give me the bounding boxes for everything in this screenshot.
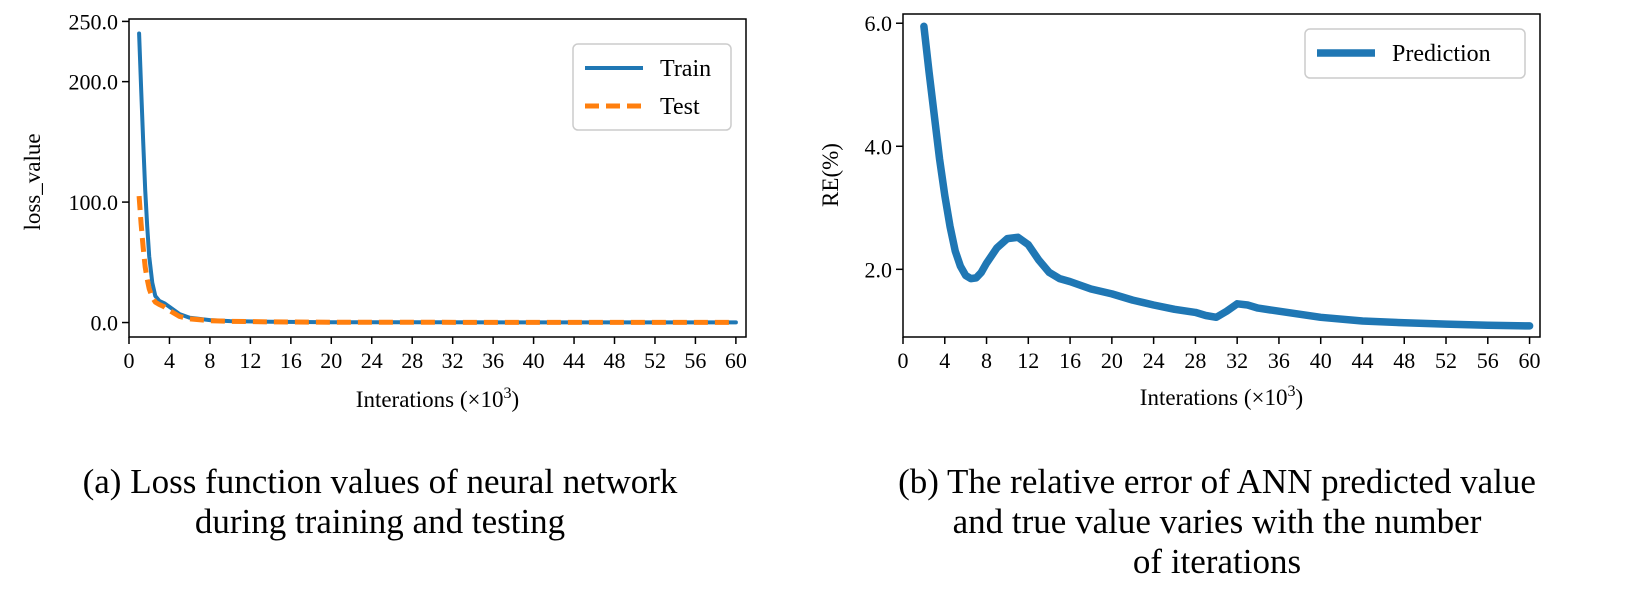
x-tick-label: 8: [204, 348, 215, 373]
x-tick-label: 28: [1184, 348, 1206, 373]
x-tick-label: 48: [1393, 348, 1415, 373]
x-axis-label-text: Interations (×10: [356, 387, 504, 412]
y-tick-label: 2.0: [865, 257, 893, 282]
x-tick-label: 28: [401, 348, 423, 373]
x-tick-label: 0: [898, 348, 909, 373]
x-tick-label: 16: [280, 348, 302, 373]
x-axis-label-text: Interations (×10: [1140, 385, 1288, 410]
x-tick-label: 36: [482, 348, 504, 373]
caption-a-line-1: Loss function values of neural network: [130, 462, 678, 501]
caption-a-line-2: during training and testing: [194, 502, 566, 541]
caption-b-line-1: The relative error of ANN predicted valu…: [947, 462, 1536, 501]
x-axis-label-close: ): [1296, 385, 1304, 410]
caption-b-line-3: of iterations: [1132, 542, 1302, 581]
x-tick-label: 44: [563, 348, 585, 373]
x-tick-label: 0: [124, 348, 135, 373]
y-axis-label: RE(%): [818, 143, 843, 207]
x-tick-label: 32: [442, 348, 464, 373]
x-axis-label-close: ): [512, 387, 520, 412]
y-tick-label: 4.0: [865, 134, 893, 159]
x-tick-label: 24: [361, 348, 383, 373]
x-tick-label: 40: [1310, 348, 1332, 373]
plot-frame: [128, 18, 747, 338]
x-tick-label: 4: [164, 348, 175, 373]
y-tick-label: 250.0: [69, 9, 119, 34]
caption-a: (a) Loss function values of neural netwo…: [0, 462, 760, 542]
y-tick-label: 0.0: [91, 311, 119, 336]
chart-relative-error: 0 4 8 12 16 20 24 28 32 36 40 44 48 52 56 602.04.06.0In…: [818, 11, 1541, 410]
x-tick-label: 32: [1226, 348, 1248, 373]
x-tick-label: 44: [1351, 348, 1373, 373]
x-tick-label: 52: [1435, 348, 1457, 373]
x-tick-label: 20: [320, 348, 342, 373]
x-tick-label: 60: [1519, 348, 1541, 373]
y-tick-label: 100.0: [69, 190, 119, 215]
x-tick-label: 60: [725, 348, 747, 373]
chart-loss: 0 4 8 12 16 20 24 28 32 36 40 44 48 52 56 600.0100.0200…: [20, 9, 747, 412]
x-tick-label: 20: [1101, 348, 1123, 373]
caption-b-label: (b): [898, 462, 939, 501]
caption-b-line-2: and true value varies with the number: [952, 502, 1482, 541]
x-tick-label: 52: [644, 348, 666, 373]
x-tick-label: 12: [1017, 348, 1039, 373]
x-tick-label: 12: [239, 348, 261, 373]
x-tick-label: 36: [1268, 348, 1290, 373]
legend-box: [1304, 28, 1526, 79]
x-tick-label: 48: [604, 348, 626, 373]
x-tick-label: 4: [939, 348, 950, 373]
caption-b: (b) The relative error of ANN predicted …: [808, 462, 1626, 582]
x-tick-label: 56: [684, 348, 706, 373]
x-tick-label: 40: [523, 348, 545, 373]
series-line-test: [136, 195, 736, 325]
x-axis-label: Interations (×103): [1140, 383, 1303, 410]
series-line-prediction: [920, 22, 1534, 330]
legend-label-prediction: Prediction: [1392, 41, 1491, 67]
y-axis-label: loss_value: [20, 133, 45, 230]
x-axis-label-exp: 3: [1288, 383, 1296, 400]
x-axis-label: Interations (×103): [356, 385, 519, 412]
x-tick-label: 8: [981, 348, 992, 373]
x-tick-label: 24: [1143, 348, 1165, 373]
x-axis-label-exp: 3: [504, 385, 512, 402]
caption-a-label: (a): [82, 462, 122, 501]
y-tick-label: 6.0: [865, 11, 893, 36]
series-line-train: [137, 31, 738, 325]
plot-frame: [902, 13, 1541, 338]
x-tick-label: 56: [1477, 348, 1499, 373]
legend-label-train: Train: [660, 56, 711, 82]
y-tick-label: 200.0: [69, 70, 119, 95]
x-tick-label: 16: [1059, 348, 1081, 373]
legend-label-test: Test: [660, 94, 700, 120]
